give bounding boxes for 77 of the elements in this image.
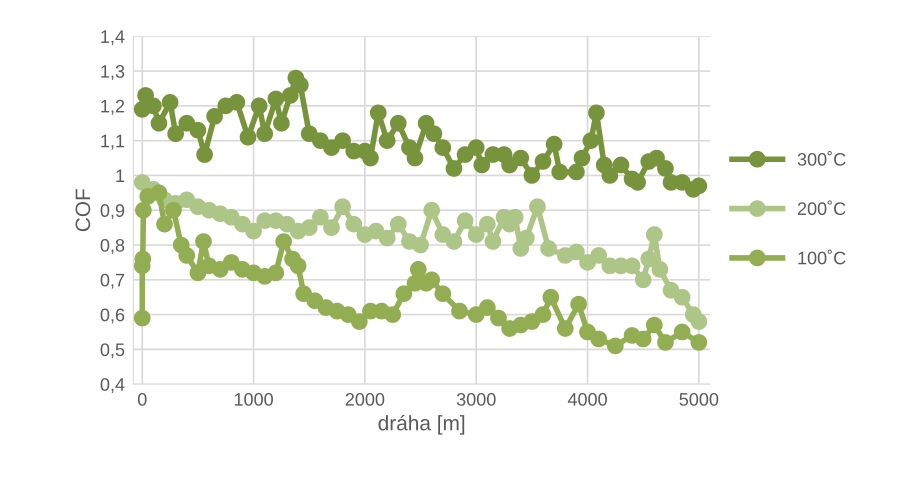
point — [245, 222, 262, 240]
y-tick-label: 1,4 — [101, 30, 124, 46]
x-axis-title: dráha [m] — [378, 414, 464, 435]
y-axis-title: COF — [75, 189, 90, 232]
point — [652, 261, 668, 278]
point — [451, 302, 468, 320]
point — [646, 316, 663, 334]
point — [290, 258, 306, 274]
y-tick-label: 0,8 — [100, 238, 124, 254]
point — [384, 306, 402, 323]
point — [590, 247, 607, 264]
point — [657, 334, 674, 351]
x-tick-label: 2000 — [346, 392, 384, 406]
point — [484, 233, 502, 250]
y-tick-label: 1,3 — [101, 65, 124, 80]
point — [378, 230, 396, 246]
legend-label: 200˚C — [798, 200, 846, 216]
point — [529, 198, 546, 216]
point — [150, 184, 168, 202]
y-tick-label: 0,5 — [100, 343, 124, 358]
point — [607, 338, 624, 354]
point — [195, 233, 212, 250]
point — [690, 313, 708, 330]
point — [156, 216, 173, 232]
point — [323, 219, 340, 236]
y-tick-label: 0,4 — [100, 378, 124, 394]
point — [278, 216, 296, 232]
point — [300, 219, 318, 236]
y-tick-label: 1,1 — [101, 134, 124, 150]
point — [479, 299, 496, 316]
point — [268, 264, 284, 282]
y-tick-label: 0,9 — [100, 204, 124, 220]
point — [165, 202, 182, 219]
x-tick-label: 1000 — [234, 392, 273, 406]
point — [468, 226, 485, 243]
x-tick-label: 0 — [138, 392, 147, 406]
x-tick-label: 3000 — [456, 392, 496, 406]
point — [350, 313, 368, 330]
point — [345, 216, 362, 232]
point — [390, 216, 407, 232]
point — [634, 271, 652, 288]
point — [534, 306, 552, 323]
point — [275, 233, 292, 250]
y-tick-label: 0,6 — [100, 308, 124, 324]
point — [490, 310, 507, 326]
point — [334, 198, 351, 216]
point — [423, 202, 440, 219]
x-tick-label: 4000 — [568, 392, 607, 406]
point — [634, 330, 652, 348]
point — [690, 334, 708, 351]
point — [456, 212, 474, 229]
point — [446, 233, 462, 250]
y-tick-label: 1,2 — [101, 100, 124, 115]
point — [423, 271, 440, 288]
point — [674, 324, 690, 340]
point — [568, 244, 585, 260]
y-tick-label: 0,7 — [100, 274, 124, 289]
point — [178, 247, 196, 264]
legend-label: 300˚C — [798, 151, 846, 166]
legend-label: 100˚C — [798, 250, 846, 264]
point — [312, 208, 329, 226]
point — [590, 330, 607, 348]
point — [412, 236, 429, 254]
point — [570, 296, 587, 312]
point — [434, 285, 452, 302]
point — [640, 250, 658, 268]
x-tick-label: 5000 — [679, 392, 718, 406]
point — [542, 288, 560, 306]
point — [134, 310, 151, 326]
y-tick-label: 1 — [116, 170, 124, 182]
point — [540, 240, 557, 257]
point — [396, 285, 412, 302]
point — [135, 202, 152, 219]
point — [479, 216, 496, 232]
point — [556, 320, 574, 337]
point — [674, 288, 690, 306]
point — [646, 226, 663, 243]
